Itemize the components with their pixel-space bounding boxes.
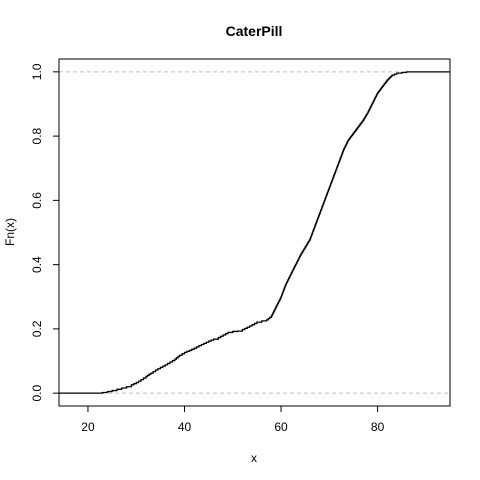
x-tick-label: 60 <box>274 420 288 434</box>
ecdf-step-line <box>59 71 450 394</box>
x-axis-label: x <box>251 451 257 465</box>
x-tick-label: 80 <box>371 420 385 434</box>
y-axis: 0.0 0.2 0.4 0.6 0.8 1.0 <box>30 63 59 401</box>
chart-title: CaterPill <box>226 23 283 39</box>
x-axis: 20 40 60 80 <box>81 406 385 434</box>
y-tick-label: 0.2 <box>30 320 44 337</box>
y-tick-label: 0.8 <box>30 127 44 144</box>
y-tick-label: 0.0 <box>30 384 44 401</box>
x-tick-label: 40 <box>178 420 192 434</box>
plot-frame <box>58 58 451 407</box>
y-tick-label: 0.4 <box>30 256 44 273</box>
y-axis-label: Fn(x) <box>3 218 17 246</box>
y-tick-label: 0.6 <box>30 192 44 209</box>
y-tick-label: 1.0 <box>30 63 44 80</box>
x-tick-label: 20 <box>81 420 95 434</box>
